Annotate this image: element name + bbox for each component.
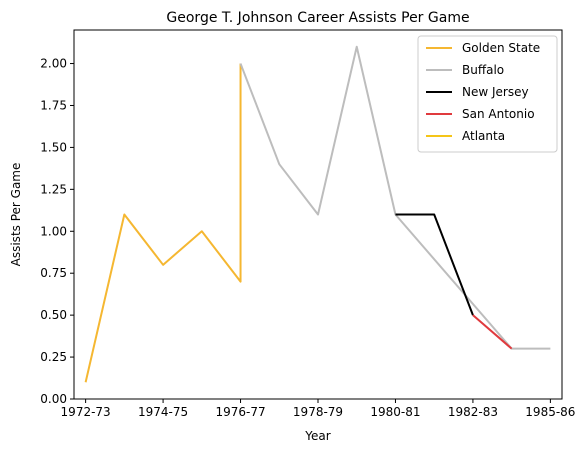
x-tick-label: 1976-77 [215,405,265,419]
x-tick-label: 1972-73 [61,405,111,419]
y-tick-label: 0.75 [40,266,67,280]
y-axis: 0.00 0.25 0.50 0.75 1.00 1.25 1.50 1.75 2.00 [40,57,74,406]
y-tick-label: 1.00 [40,224,67,238]
y-tick-label: 1.50 [40,140,67,154]
y-tick-label: 1.25 [40,182,67,196]
x-tick-label: 1980-81 [370,405,420,419]
y-tick-label: 0.25 [40,350,67,364]
chart-title: George T. Johnson Career Assists Per Gam… [166,10,469,26]
y-tick-label: 0.00 [40,392,67,406]
y-axis-label: Assists Per Game [9,163,23,267]
series-line-san-antonio [472,314,513,350]
x-tick-label: 1974-75 [138,405,188,419]
plot-area [84,45,551,383]
x-axis: 1972-73 1974-75 1976-77 1978-79 1980-81 1982-… [61,399,575,419]
legend: Golden State Buffalo New Jersey San Antonio… [417,35,558,153]
y-tick-label: 2.00 [40,57,67,71]
y-tick-label: 1.75 [40,98,67,112]
x-tick-label: 1982-83 [448,405,498,419]
x-tick-label: 1978-79 [293,405,343,419]
x-tick-label: 1985-86 [525,405,575,419]
legend-label: Buffalo [462,63,504,77]
y-tick-label: 0.50 [40,308,67,322]
legend-box [417,35,558,153]
series-line-new-jersey [395,213,474,316]
legend-label: Golden State [462,41,540,55]
legend-label: New Jersey [462,85,529,99]
series-line-golden-state [84,63,242,383]
legend-label: Atlanta [462,129,505,143]
legend-label: San Antonio [462,107,535,121]
x-axis-label: Year [304,429,330,443]
